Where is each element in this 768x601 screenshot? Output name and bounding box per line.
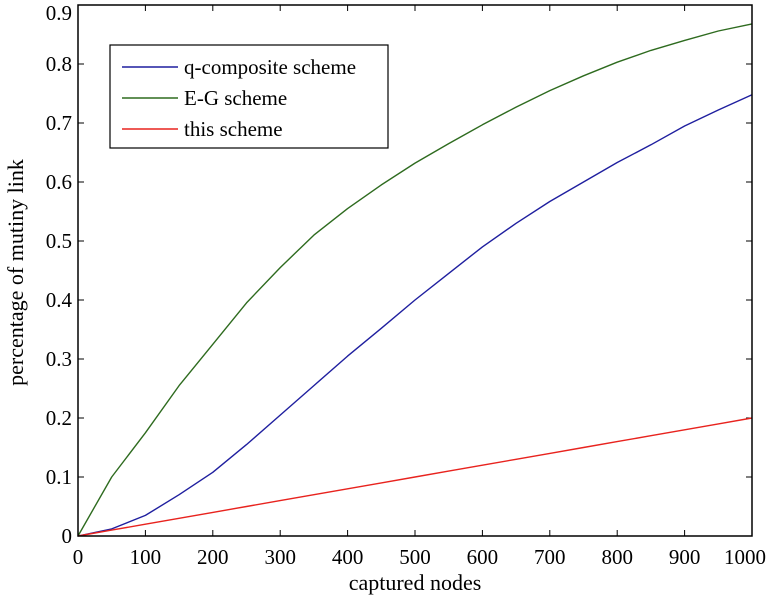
x-axis-label: captured nodes: [349, 570, 482, 595]
legend-label: E-G scheme: [184, 86, 287, 110]
x-tick-label: 0: [73, 545, 84, 569]
x-tick-label: 800: [601, 545, 633, 569]
y-tick-labels: 0 0.1 0.2 0.3 0.4 0.5 0.6 0.7 0.8 0.9: [46, 1, 73, 548]
x-tick-labels: 0 100 200 300 400 500 600 700 800 900 1000: [73, 545, 766, 569]
legend-label: q-composite scheme: [184, 55, 356, 79]
series-lines: [77, 23, 753, 537]
plot-frame: [77, 4, 753, 537]
y-tick-label: 0.1: [46, 465, 72, 489]
y-tick-label: 0.7: [46, 111, 72, 135]
x-tick-label: 600: [467, 545, 499, 569]
y-tick-label: 0.2: [46, 406, 72, 430]
y-axis-label: percentage of mutiny link: [3, 159, 28, 386]
x-tick-label: 300: [264, 545, 296, 569]
series-line-q-composite-scheme: [77, 94, 753, 537]
x-tick-label: 500: [399, 545, 431, 569]
y-tick-label: 0.9: [46, 1, 72, 25]
x-tick-label: 1000: [724, 545, 766, 569]
x-tick-label: 400: [332, 545, 364, 569]
series-line-this-scheme: [77, 417, 753, 537]
series-line-e-g-scheme: [77, 23, 753, 537]
legend-label: this scheme: [184, 117, 283, 141]
x-tick-label: 900: [669, 545, 701, 569]
y-tick-label: 0.6: [46, 170, 72, 194]
y-tick-label: 0.3: [46, 347, 72, 371]
y-tick-label: 0.8: [46, 52, 72, 76]
x-tick-label: 700: [534, 545, 566, 569]
legend-box: [109, 44, 389, 149]
legend: q-composite scheme E-G scheme this scheme: [109, 44, 389, 149]
y-tick-label: 0.4: [46, 288, 73, 312]
y-tick-label: 0: [62, 524, 73, 548]
y-tick-label: 0.5: [46, 229, 72, 253]
x-tick-label: 200: [197, 545, 229, 569]
x-tick-label: 100: [130, 545, 162, 569]
